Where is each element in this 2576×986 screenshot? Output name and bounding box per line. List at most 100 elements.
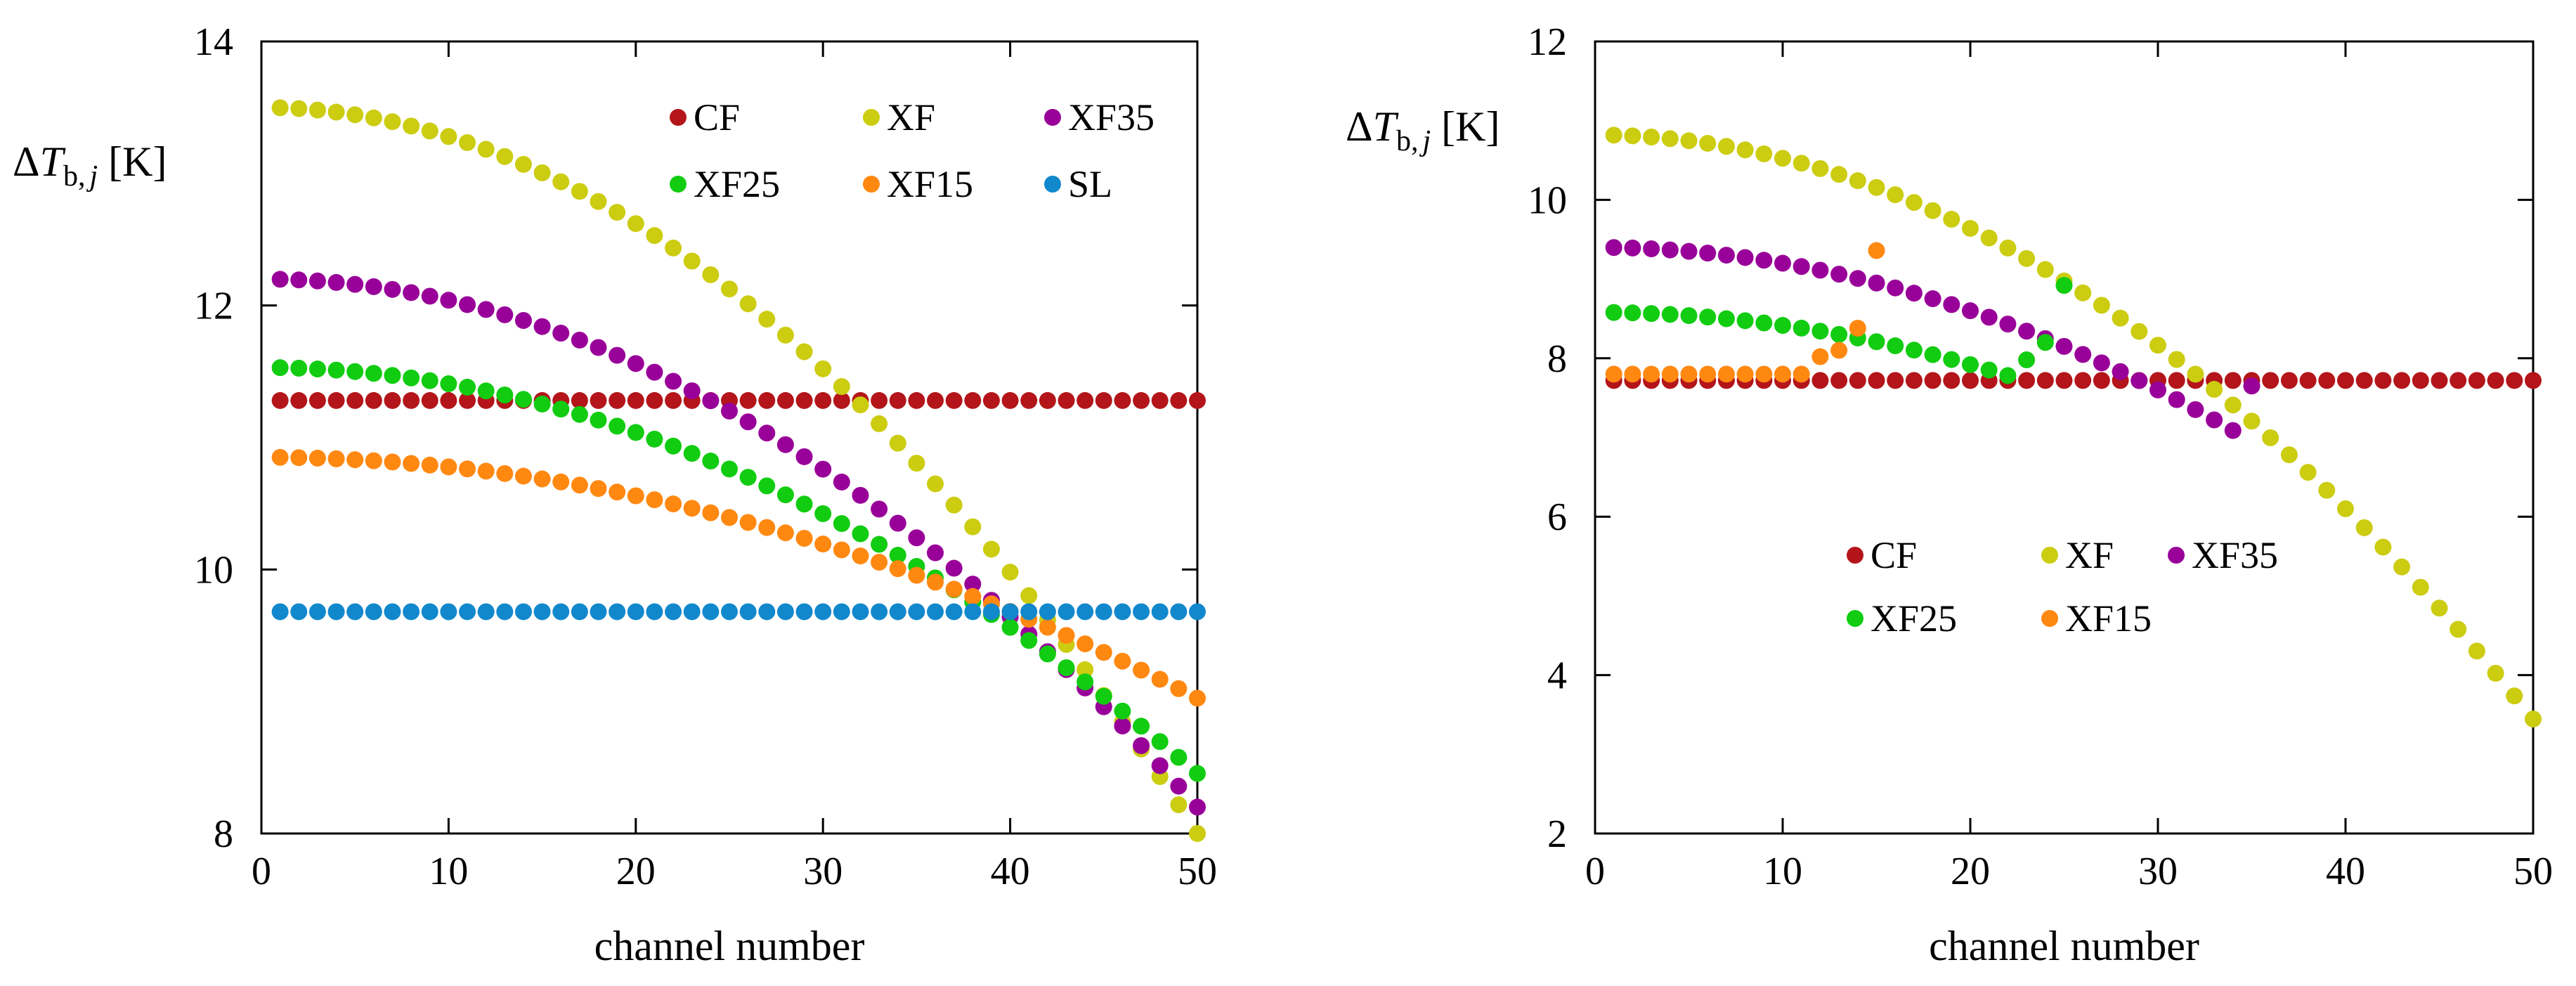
data-point: [852, 547, 869, 565]
series-sl: [271, 603, 1206, 621]
legend-item-cf: CF: [670, 96, 740, 138]
data-point: [308, 391, 326, 409]
data-point: [2412, 578, 2429, 596]
data-point: [945, 391, 963, 409]
data-point: [1699, 309, 1717, 326]
data-point: [308, 449, 326, 467]
data-point: [1020, 603, 1038, 621]
data-point: [496, 386, 514, 403]
data-point: [327, 603, 345, 621]
data-point: [1717, 310, 1735, 327]
data-point: [514, 603, 532, 621]
data-point: [2074, 284, 2092, 301]
data-point: [496, 603, 514, 621]
data-point: [327, 450, 345, 467]
data-point: [1999, 367, 2017, 384]
data-point: [665, 437, 682, 455]
data-point: [1811, 160, 1829, 177]
data-point: [814, 505, 832, 522]
legend-label: XF: [2065, 534, 2114, 576]
data-point: [1736, 141, 1754, 159]
data-point: [571, 391, 588, 409]
y-tick-label: 10: [1528, 179, 1567, 222]
data-point: [927, 544, 944, 562]
data-point: [459, 603, 476, 621]
data-point: [1189, 391, 1206, 409]
data-point: [308, 603, 326, 621]
data-point: [1170, 796, 1188, 814]
data-point: [1661, 241, 1679, 259]
data-point: [2206, 411, 2223, 429]
data-point: [384, 367, 401, 384]
legend-item-xf35: XF35: [1044, 96, 1154, 138]
data-point: [627, 355, 644, 372]
data-point: [290, 449, 308, 467]
legend-marker: [1044, 109, 1061, 126]
data-point: [2243, 377, 2260, 395]
data-point: [1924, 290, 1941, 308]
data-point: [403, 284, 420, 301]
legend-marker: [1847, 610, 1863, 627]
x-tick-label: 40: [2326, 850, 2365, 893]
data-point: [571, 476, 588, 494]
series-cf: [271, 391, 1206, 409]
data-point: [2318, 481, 2336, 499]
data-point: [2299, 464, 2317, 481]
data-point: [2468, 642, 2485, 660]
data-point: [1943, 296, 1960, 313]
data-point: [702, 453, 720, 470]
data-point: [1887, 186, 1904, 204]
data-point: [1151, 757, 1169, 774]
data-point: [2506, 687, 2523, 705]
data-point: [403, 455, 420, 472]
data-point: [421, 122, 438, 140]
y-tick-label: 14: [194, 20, 233, 64]
data-point: [365, 391, 382, 409]
data-point: [871, 553, 888, 571]
data-point: [646, 603, 663, 621]
data-point: [814, 460, 832, 478]
legend-label: XF35: [1068, 96, 1154, 138]
data-point: [346, 106, 364, 124]
x-tick-label: 20: [1951, 850, 1990, 893]
data-point: [2036, 261, 2054, 278]
data-point: [1076, 661, 1094, 678]
data-point: [1151, 670, 1169, 688]
data-point: [2131, 372, 2148, 389]
data-point: [346, 603, 364, 621]
data-point: [2036, 372, 2054, 389]
data-point: [2262, 429, 2279, 446]
data-point: [1058, 603, 1075, 621]
data-point: [1020, 391, 1038, 409]
legend-item-xf25: XF25: [670, 163, 780, 205]
data-point: [514, 391, 532, 408]
data-point: [776, 436, 794, 453]
data-point: [2168, 391, 2185, 408]
data-point: [459, 378, 476, 396]
data-point: [2055, 337, 2073, 355]
data-point: [327, 103, 345, 121]
legend-item-xf35: XF35: [2168, 534, 2278, 576]
data-point: [514, 155, 532, 173]
data-point: [1680, 242, 1698, 260]
data-point: [1811, 261, 1829, 279]
data-point: [2431, 599, 2448, 617]
x-tick-label: 10: [1763, 850, 1802, 893]
data-point: [459, 391, 476, 409]
data-point: [403, 117, 420, 135]
data-point: [533, 395, 551, 413]
data-point: [571, 603, 588, 621]
data-point: [1058, 391, 1075, 409]
data-point: [964, 576, 982, 593]
data-point: [2468, 372, 2485, 389]
data-point: [889, 391, 906, 409]
legend-item-cf: CF: [1847, 534, 1917, 576]
data-point: [590, 193, 607, 210]
data-point: [533, 318, 551, 335]
legend-marker: [863, 109, 880, 126]
x-tick-label: 30: [2138, 850, 2178, 893]
data-point: [384, 453, 401, 471]
legend-label: CF: [694, 96, 740, 138]
series-xf: [1605, 127, 2542, 728]
data-point: [776, 603, 794, 621]
